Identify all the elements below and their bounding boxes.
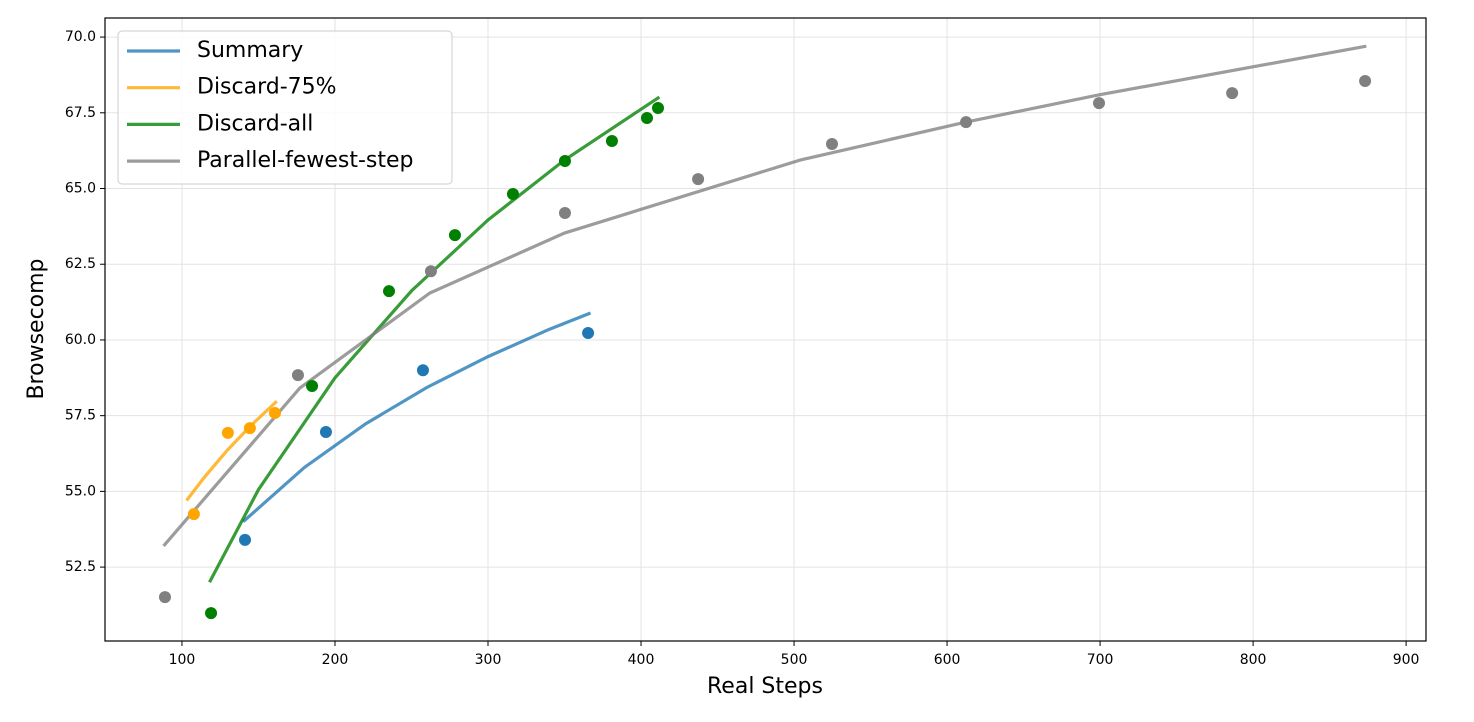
point [1359,74,1372,87]
point [424,265,437,278]
x-tick-label: 800 [1240,652,1267,668]
point [291,369,304,382]
fit-line [162,44,1367,547]
point [448,229,461,242]
point [269,406,282,419]
x-tick-label: 600 [934,652,961,668]
y-tick-label: 67.5 [65,105,96,121]
point [306,379,319,392]
x-tick-label: 200 [322,652,349,668]
y-tick-label: 65.0 [65,181,96,197]
point [1226,87,1239,100]
point [221,426,234,439]
x-tick-label: 100 [169,652,196,668]
point [652,101,665,114]
y-tick-label: 70.0 [65,29,96,45]
point [187,508,200,521]
point [558,154,571,167]
point [692,173,705,186]
plot-frame [104,17,1427,642]
point [825,137,838,150]
legend: Summary Discard-75% Discard-all Parallel-fe… [117,30,453,185]
fit-line [242,311,592,523]
y-axis-label: Browsecomp [24,258,49,399]
y-tick-label: 52.5 [65,559,96,575]
y-tick-label: 60.0 [65,332,96,348]
point [582,326,595,339]
x-tick-label: 500 [781,652,808,668]
legend-label: Discard-75% [197,75,337,100]
point [205,607,218,620]
point [243,422,256,435]
point [239,533,252,546]
point [960,116,973,129]
legend-box [117,30,453,185]
x-axis-label: Real Steps [707,674,823,699]
x-tick-label: 300 [475,652,502,668]
grid [105,18,1426,641]
x-tick-label: 700 [1087,652,1114,668]
y-tick-label: 62.5 [65,256,96,272]
point [506,187,519,200]
plot [158,44,1372,620]
point [1093,97,1106,110]
y-tick-label: 55.0 [65,483,96,499]
point [416,364,429,377]
fit-line [185,399,278,502]
point [605,134,618,147]
y-tick-label: 57.5 [65,408,96,424]
legend-label: Discard-all [197,111,313,136]
x-tick-label: 900 [1393,652,1420,668]
point [558,207,571,220]
point [640,111,653,124]
point [158,591,171,604]
legend-label: Parallel-fewest-step [197,148,414,173]
point [383,285,396,298]
x-tick-label: 400 [628,652,655,668]
point [319,426,332,439]
legend-label: Summary [197,38,303,63]
